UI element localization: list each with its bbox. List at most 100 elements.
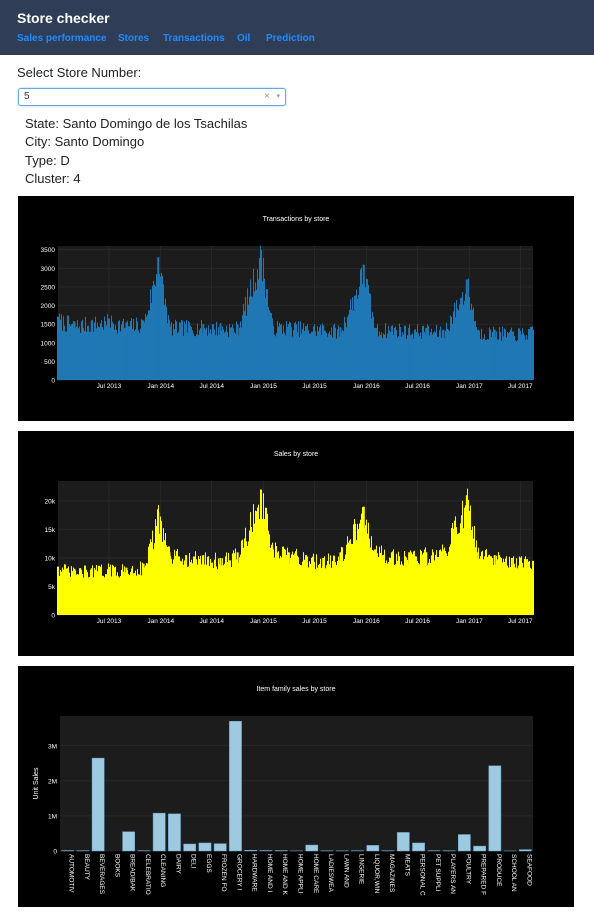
category-bar <box>275 850 287 851</box>
data-bar <box>374 328 376 380</box>
category-bar <box>519 850 531 851</box>
x-tick-label: Jul 2013 <box>97 618 122 625</box>
data-bar <box>494 555 496 615</box>
data-bar <box>74 322 76 380</box>
x-tick-label: CELEBRATIO <box>144 854 151 895</box>
y-tick-label: 2000 <box>41 303 56 310</box>
x-tick-label: BEVERAGES <box>98 854 105 895</box>
data-bar <box>271 324 273 380</box>
brand-title[interactable]: Store checker <box>17 10 110 26</box>
x-tick-label: Jan 2016 <box>353 618 380 625</box>
y-tick-label: 1000 <box>41 340 56 347</box>
data-bar <box>391 552 393 615</box>
data-bar <box>108 319 110 380</box>
category-bar <box>473 846 485 851</box>
category-bar <box>458 835 470 851</box>
x-tick-label: SEAFOOD <box>525 854 532 886</box>
data-bar <box>532 330 534 380</box>
x-tick-label: MAGAZINES <box>388 854 395 893</box>
data-bar <box>91 568 93 615</box>
data-bar <box>143 564 145 615</box>
x-tick-label: SCHOOL AN <box>510 854 517 892</box>
x-tick-label: Jan 2016 <box>353 383 380 390</box>
nav-link-prediction[interactable]: Prediction <box>266 33 315 44</box>
x-tick-label: HOME AND K <box>281 854 288 895</box>
category-bar <box>229 721 241 851</box>
x-tick-label: Jul 2015 <box>302 383 327 390</box>
data-bar <box>391 326 393 380</box>
y-tick-label: 2500 <box>41 284 56 291</box>
y-axis-title: Unit Sales <box>33 767 40 799</box>
data-bar <box>466 495 468 615</box>
data-bar <box>74 569 76 615</box>
data-bar <box>108 567 110 615</box>
nav-link-sales-performance[interactable]: Sales performance <box>17 33 107 44</box>
data-bar <box>260 490 262 615</box>
navbar: Store checker Sales performance Stores T… <box>0 0 594 55</box>
x-tick-label: HARDWARE <box>251 854 258 892</box>
category-bar <box>489 766 501 851</box>
data-bar <box>168 552 170 615</box>
data-bar <box>91 320 93 380</box>
plot-background <box>60 716 533 851</box>
y-tick-label: 3500 <box>41 247 56 254</box>
store-number-dropdown[interactable]: 5 × ▾ <box>18 88 286 106</box>
data-bar <box>466 280 468 381</box>
data-bar <box>237 325 239 380</box>
data-bar <box>442 330 444 380</box>
category-bar <box>92 758 104 851</box>
data-bar <box>425 328 427 380</box>
store-cluster: Cluster: 4 <box>25 171 81 186</box>
nav-link-transactions[interactable]: Transactions <box>163 33 225 44</box>
category-bar <box>123 832 135 851</box>
y-tick-label: 0 <box>51 378 55 385</box>
x-tick-label: BOOKS <box>113 854 120 878</box>
x-tick-label: PRODUCE <box>495 854 502 887</box>
data-bar <box>363 265 365 380</box>
y-tick-label: 3000 <box>41 266 56 273</box>
data-bar <box>305 555 307 615</box>
chevron-down-icon[interactable]: ▾ <box>276 92 280 100</box>
data-bar <box>511 558 513 615</box>
data-bar <box>157 257 159 380</box>
category-bar <box>199 843 211 851</box>
y-tick-label: 3M <box>48 743 57 750</box>
chart-title: Transactions by store <box>263 216 330 223</box>
y-tick-label: 1500 <box>41 322 56 329</box>
x-tick-label: Jul 2016 <box>405 618 430 625</box>
nav-link-stores[interactable]: Stores <box>118 33 149 44</box>
data-bar <box>408 552 410 615</box>
chart-title: Item family sales by store <box>257 686 336 693</box>
data-bar <box>125 322 127 380</box>
data-bar <box>157 512 159 615</box>
x-tick-label: LIQUOR,WIN <box>373 854 380 894</box>
data-bar <box>288 324 290 380</box>
data-bar <box>477 330 479 380</box>
category-bar <box>214 844 226 851</box>
y-tick-label: 5k <box>48 584 56 591</box>
x-tick-label: CLEANING <box>159 854 166 887</box>
x-tick-label: Jul 2014 <box>199 618 224 625</box>
data-bar <box>202 555 204 615</box>
x-tick-label: FROZEN FO <box>220 854 227 892</box>
store-select-label: Select Store Number: <box>17 65 141 80</box>
x-tick-label: Jan 2014 <box>147 618 174 625</box>
store-state: State: Santo Domingo de los Tsachilas <box>25 116 247 131</box>
x-tick-label: LAWN AND <box>342 854 349 888</box>
x-tick-label: Jul 2014 <box>199 383 224 390</box>
y-tick-label: 15k <box>45 527 56 534</box>
clear-icon[interactable]: × <box>264 91 270 102</box>
category-bar <box>62 850 74 851</box>
x-tick-label: Jan 2017 <box>456 383 483 390</box>
data-bar <box>143 320 145 380</box>
category-bar <box>153 813 165 851</box>
data-bar <box>185 324 187 380</box>
transactions-chart[interactable]: Transactions by store0500100015002000250… <box>18 196 574 421</box>
store-type: Type: D <box>25 153 70 168</box>
nav-link-oil[interactable]: Oil <box>237 33 250 44</box>
